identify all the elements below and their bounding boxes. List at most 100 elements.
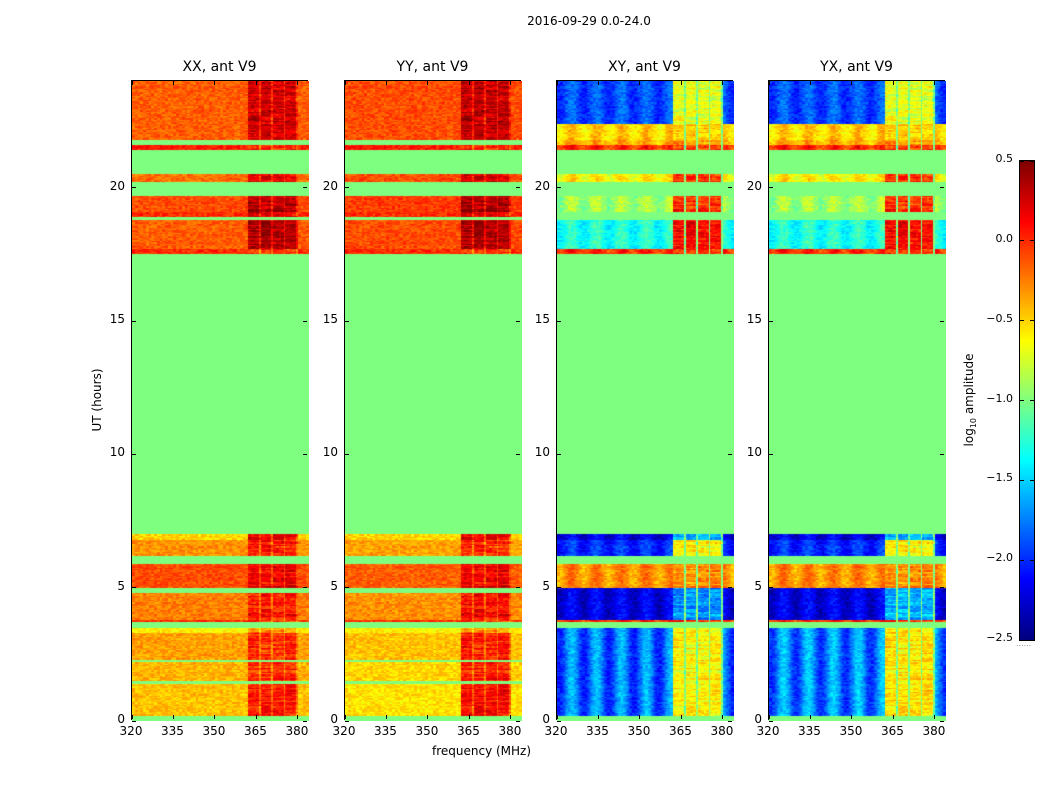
- x-tick: [468, 715, 470, 719]
- y-tick: [940, 453, 944, 455]
- x-tick: [385, 81, 387, 85]
- x-tick-label: 320: [332, 724, 356, 738]
- x-tick: [639, 715, 641, 719]
- y-tick-label: 20: [746, 178, 762, 193]
- colorbar-tick-label: −1.0: [986, 391, 1013, 405]
- y-tick: [557, 453, 561, 455]
- heatmap-image: [132, 81, 309, 721]
- x-tick: [214, 715, 216, 719]
- x-tick-label: 365: [669, 724, 692, 738]
- y-tick: [728, 720, 732, 722]
- x-tick: [510, 81, 512, 85]
- y-tick: [345, 720, 349, 722]
- y-tick: [132, 320, 136, 322]
- y-tick: [303, 320, 307, 322]
- x-tick: [680, 81, 682, 85]
- y-tick: [940, 720, 944, 722]
- x-tick: [172, 715, 174, 719]
- y-tick: [303, 720, 307, 722]
- x-tick-label: 335: [374, 724, 397, 738]
- y-tick: [769, 320, 773, 322]
- heatmap-panel: [556, 80, 734, 722]
- x-tick-label: 380: [285, 724, 309, 738]
- y-tick-label: 15: [109, 312, 125, 326]
- y-tick: [557, 187, 561, 189]
- x-tick: [344, 715, 346, 719]
- y-tick: [769, 720, 773, 722]
- x-tick: [510, 715, 512, 719]
- y-tick-label: 5: [754, 578, 762, 593]
- x-tick-label: 380: [498, 724, 522, 738]
- y-tick: [769, 187, 773, 189]
- x-tick-label: 365: [244, 724, 267, 738]
- y-tick-label: 15: [746, 312, 762, 326]
- x-tick: [809, 81, 811, 85]
- x-tick: [768, 715, 770, 719]
- y-tick-label: 0: [330, 712, 338, 726]
- x-tick: [255, 81, 257, 85]
- x-tick: [131, 81, 133, 85]
- x-tick: [768, 81, 770, 85]
- y-tick: [557, 320, 561, 322]
- x-tick: [427, 715, 429, 719]
- y-tick: [132, 587, 136, 589]
- y-tick-label: 10: [322, 445, 338, 460]
- x-tick: [172, 81, 174, 85]
- x-tick: [597, 81, 599, 85]
- y-tick-label: 20: [534, 178, 550, 193]
- x-tick-label: 365: [457, 724, 480, 738]
- colorbar-tick-label: 0.5: [995, 152, 1014, 165]
- x-tick: [556, 715, 558, 719]
- y-tick: [769, 587, 773, 589]
- x-tick-label: 350: [839, 724, 863, 738]
- colorbar-footer: ......: [1016, 639, 1032, 648]
- x-tick-label: 335: [161, 724, 184, 738]
- y-tick-label: 5: [117, 578, 125, 593]
- x-tick: [892, 715, 894, 719]
- x-tick-label: 350: [202, 724, 226, 738]
- y-tick-label: 20: [109, 178, 125, 193]
- x-tick: [344, 81, 346, 85]
- x-tick: [851, 81, 853, 85]
- x-tick: [639, 81, 641, 85]
- x-tick: [468, 81, 470, 85]
- y-tick: [769, 453, 773, 455]
- x-tick-label: 350: [627, 724, 651, 738]
- colorbar-tick: [1020, 559, 1024, 561]
- x-tick-label: 320: [756, 724, 780, 738]
- panel-title: YY, ant V9: [396, 59, 469, 75]
- y-tick: [345, 587, 349, 589]
- colorbar-tick: [1020, 160, 1024, 162]
- x-tick: [131, 715, 133, 719]
- colorbar-gradient: [1020, 161, 1034, 640]
- x-tick: [934, 81, 936, 85]
- x-tick: [297, 81, 299, 85]
- colorbar-tick-label: −1.5: [986, 471, 1013, 485]
- x-tick: [297, 715, 299, 719]
- y-tick: [940, 320, 944, 322]
- x-tick-label: 365: [881, 724, 904, 738]
- colorbar-tick: [1020, 639, 1024, 641]
- heatmap-panel: [131, 80, 309, 722]
- heatmap-image: [769, 81, 946, 721]
- x-tick: [722, 81, 724, 85]
- x-tick: [892, 81, 894, 85]
- colorbar-tick: [1030, 559, 1034, 561]
- x-tick: [722, 715, 724, 719]
- x-tick: [934, 715, 936, 719]
- colorbar-tick-label: −0.5: [986, 311, 1013, 325]
- x-tick: [680, 715, 682, 719]
- y-tick: [516, 720, 520, 722]
- y-tick: [132, 187, 136, 189]
- colorbar-tick: [1030, 240, 1034, 242]
- colorbar-tick: [1030, 160, 1034, 162]
- heatmap-image: [557, 81, 734, 721]
- colorbar-tick-label: −2.0: [986, 551, 1013, 565]
- colorbar-label-main: log: [961, 428, 976, 447]
- y-tick-label: 0: [117, 712, 125, 726]
- x-tick: [385, 715, 387, 719]
- colorbar-tick-label: −2.5: [986, 631, 1013, 644]
- y-tick-label: 15: [322, 312, 338, 326]
- y-tick: [303, 187, 307, 189]
